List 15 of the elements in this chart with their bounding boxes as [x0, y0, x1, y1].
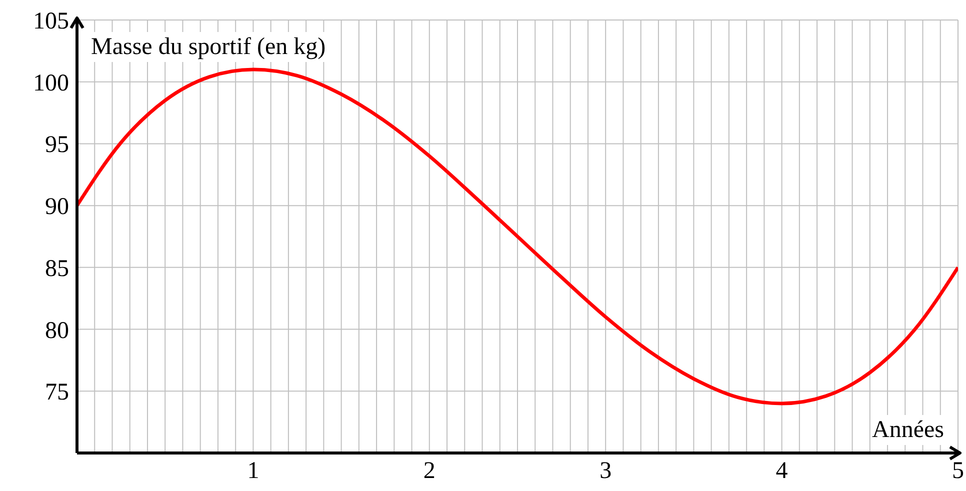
x-tick-label: 2	[423, 458, 436, 484]
y-tick-label: 90	[45, 194, 69, 220]
line-series	[77, 68, 958, 406]
x-tick-label: 5	[952, 458, 964, 484]
x-tick-label: 4	[776, 458, 788, 484]
x-tick-label: 1	[247, 458, 260, 484]
y-tick-label: 95	[45, 132, 69, 158]
y-tick-label: 75	[45, 380, 69, 406]
x-tick-label: 3	[600, 458, 612, 484]
y-tick-label: 80	[45, 318, 69, 344]
x-axis-title: Années	[872, 415, 944, 445]
y-tick-label: 100	[33, 70, 69, 96]
y-axis-title: Masse du sportif (en kg)	[91, 32, 326, 62]
y-tick-label: 105	[33, 8, 69, 35]
y-tick-label: 85	[45, 256, 69, 282]
